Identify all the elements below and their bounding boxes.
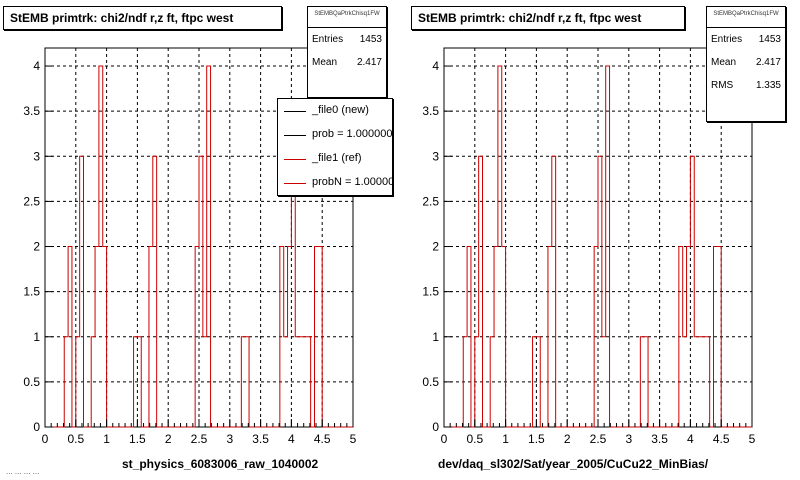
right-y-tick-label: 1.5	[422, 285, 439, 299]
left-stats-mean: 2.417	[356, 57, 382, 68]
right-histogram-series	[444, 65, 752, 428]
right-x-tick-label: 0.5	[466, 432, 483, 446]
left-y-tick-label: 4	[33, 59, 40, 73]
legend-entry-prob: prob = 1.000000	[278, 123, 392, 147]
left-x-tick-label: 3.5	[252, 432, 269, 446]
right-stats-mean-row: Mean 2.417	[711, 57, 781, 68]
left-x-tick-label: 2	[165, 432, 172, 446]
right-y-tick-label: 4	[432, 59, 439, 73]
footer-text: ... ... ... ...	[6, 467, 40, 476]
legend-label: probN = 1.000000	[312, 176, 393, 188]
right-x-tick-label: 3.5	[651, 432, 668, 446]
right-x-tick-label: 2	[564, 432, 571, 446]
right-x-tick-label: 4	[687, 432, 694, 446]
right-stats-name: StEMBQaPtrkChisq1FW	[707, 7, 785, 28]
left-stats-box: StEMBQaPtrkChisq1FW Entries 1453 Mean 2.41…	[307, 6, 387, 98]
right-stats-rms-row: RMS 1.335	[711, 80, 781, 91]
right-x-tick-label: 4.5	[713, 432, 730, 446]
left-y-tick-label: 1	[33, 330, 40, 344]
legend-swatch	[284, 183, 306, 184]
right-x-tick-label: 0	[441, 432, 448, 446]
legend-entry-file0: _file0 (new)	[278, 99, 392, 123]
left-x-tick-label: 3	[226, 432, 233, 446]
left-x-tick-label: 0	[42, 432, 49, 446]
legend-label: prob = 1.000000	[312, 128, 393, 140]
left-y-tick-label: 0.5	[23, 375, 40, 389]
legend-swatch	[284, 159, 306, 160]
left-y-tick-label: 2.5	[23, 194, 40, 208]
left-x-tick-label: 1	[103, 432, 110, 446]
left-y-tick-label: 0	[33, 420, 40, 434]
right-y-tick-label: 0	[432, 420, 439, 434]
right-x-tick-label: 3	[625, 432, 632, 446]
left-x-axis-title: st_physics_6083006_raw_1040002	[122, 457, 319, 471]
right-y-tick-label: 2.5	[422, 194, 439, 208]
left-histogram-title: StEMB primtrk: chi2/ndf r,z ft, ftpc wes…	[3, 6, 282, 30]
legend-entry-probn: probN = 1.000000	[278, 171, 392, 195]
right-y-tick-label: 3.5	[422, 104, 439, 118]
right-x-axis-title: dev/daq_sl302/Sat/year_2005/CuCu22_MinBi…	[438, 457, 709, 471]
right-x-tick-label: 2.5	[590, 432, 607, 446]
legend-label: _file1 (ref)	[312, 152, 362, 164]
right-y-tick-label: 2	[432, 240, 439, 254]
left-x-tick-label: 4	[288, 432, 295, 446]
legend-entry-file1: _file1 (ref)	[278, 147, 392, 171]
left-stats-entries-row: Entries 1453	[312, 34, 382, 45]
right-stats-entries-row: Entries 1453	[711, 34, 781, 45]
right-histogram-title: StEMB primtrk: chi2/ndf r,z ft, ftpc wes…	[411, 6, 685, 30]
left-stats-entries: 1453	[359, 34, 382, 45]
left-stats-name: StEMBQaPtrkChisq1FW	[308, 7, 386, 28]
legend: _file0 (new) prob = 1.000000 _file1 (ref…	[277, 98, 393, 196]
left-x-tick-label: 0.5	[67, 432, 84, 446]
right-x-tick-label: 1	[502, 432, 509, 446]
left-y-tick-label: 3.5	[23, 104, 40, 118]
right-stats-entries: 1453	[758, 34, 781, 45]
right-stats-box: StEMBQaPtrkChisq1FW Entries 1453 Mean 2.41…	[706, 6, 786, 122]
left-x-tick-label: 5	[350, 432, 357, 446]
left-y-tick-label: 3	[33, 149, 40, 163]
left-y-tick-label: 2	[33, 240, 40, 254]
legend-swatch	[284, 111, 306, 112]
left-histogram-series	[45, 65, 353, 428]
left-y-tick-label: 1.5	[23, 285, 40, 299]
right-y-tick-label: 1	[432, 330, 439, 344]
left-stats-mean-row: Mean 2.417	[312, 57, 382, 68]
right-x-tick-label: 1.5	[528, 432, 545, 446]
left-x-tick-label: 4.5	[314, 432, 331, 446]
left-x-tick-label: 1.5	[129, 432, 146, 446]
legend-swatch	[284, 135, 306, 136]
right-x-tick-label: 5	[749, 432, 756, 446]
left-x-tick-label: 2.5	[191, 432, 208, 446]
right-y-tick-label: 0.5	[422, 375, 439, 389]
right-stats-rms: 1.335	[755, 80, 781, 91]
right-y-tick-label: 3	[432, 149, 439, 163]
legend-label: _file0 (new)	[312, 104, 369, 116]
right-stats-mean: 2.417	[755, 57, 781, 68]
